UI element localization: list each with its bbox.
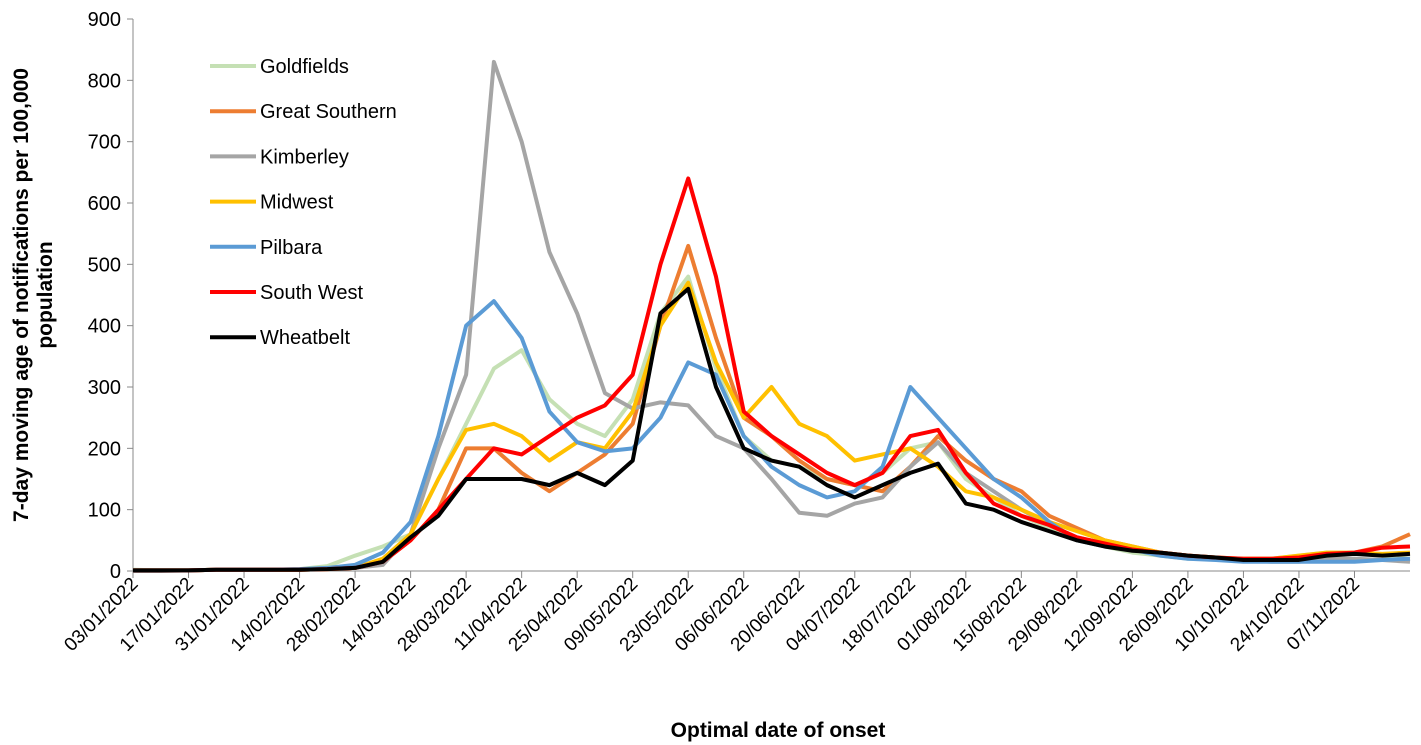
y-tick-label: 500 <box>88 254 121 276</box>
line-series <box>133 59 1411 573</box>
y-tick-label: 100 <box>88 500 121 522</box>
line-series <box>133 286 1411 573</box>
y-tick-label: 800 <box>88 70 121 92</box>
legend-label: Pilbara <box>260 237 323 259</box>
y-tick-label: 700 <box>88 132 121 154</box>
y-tick-label: 300 <box>88 377 121 399</box>
y-tick-label: 200 <box>88 438 121 460</box>
y-axis-label: 7-day moving age of notifications per 10… <box>10 68 33 522</box>
line-series <box>133 280 1411 573</box>
legend-label: Great Southern <box>260 101 397 123</box>
y-tick-label: 400 <box>88 316 121 338</box>
line-series <box>133 299 1411 573</box>
x-axis-label: Optimal date of onset <box>671 719 886 742</box>
line-series <box>133 176 1411 573</box>
line-series <box>132 274 1411 573</box>
y-tick-label: 600 <box>88 193 121 215</box>
legend-label: Wheatbelt <box>260 327 350 349</box>
y-axis-label: population <box>34 241 57 348</box>
legend-label: Kimberley <box>260 146 349 168</box>
legend-label: Goldfields <box>260 56 349 78</box>
y-tick-label: 0 <box>110 561 121 583</box>
y-tick-label: 900 <box>88 9 121 31</box>
legend-label: Midwest <box>260 192 334 214</box>
legend-label: South West <box>260 282 363 304</box>
